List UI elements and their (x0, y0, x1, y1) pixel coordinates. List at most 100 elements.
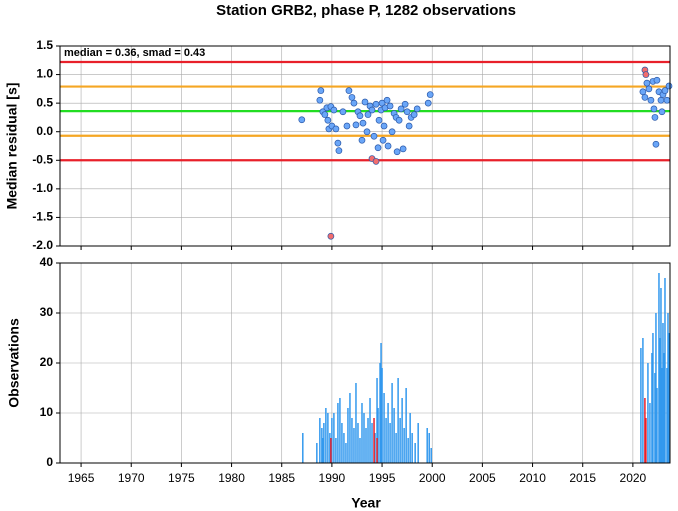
data-point (388, 128, 396, 136)
data-point (317, 87, 325, 94)
bar (397, 378, 399, 463)
data-point (330, 106, 338, 114)
data-point (350, 99, 358, 107)
bar (323, 423, 325, 463)
bar (647, 363, 649, 463)
data-point (316, 96, 324, 104)
bar (391, 383, 393, 463)
data-point (368, 106, 376, 114)
data-point (642, 71, 650, 78)
bar (668, 333, 670, 463)
bar (417, 423, 419, 463)
bar (321, 428, 323, 463)
bar (341, 423, 343, 463)
bar (659, 338, 661, 463)
y-tick-label: -0.5 (32, 152, 53, 166)
y-tick-label: 1.0 (36, 67, 53, 81)
data-point (334, 139, 342, 147)
data-point (370, 132, 378, 140)
data-point (665, 82, 673, 90)
x-tick-label: 1965 (68, 471, 95, 485)
bar (379, 363, 381, 463)
data-point (663, 96, 671, 104)
annotation: median = 0.36, smad = 0.43 (64, 47, 205, 59)
data-point (405, 122, 413, 130)
bar (369, 398, 371, 463)
bar (395, 433, 397, 463)
bar (335, 438, 337, 463)
bar (393, 408, 395, 463)
bar (401, 398, 403, 463)
x-tick-label: 1970 (118, 471, 145, 485)
bar (387, 403, 389, 463)
bar (361, 403, 363, 463)
data-point (298, 116, 306, 124)
data-point (374, 144, 382, 152)
x-tick-label: 2010 (519, 471, 546, 485)
bar (351, 418, 353, 463)
y-tick-label: 10 (40, 405, 54, 419)
data-point (372, 100, 380, 108)
y-axis-label: Observations (6, 318, 22, 408)
bar (399, 418, 401, 463)
bar (359, 438, 361, 463)
data-point (639, 88, 647, 96)
bar (339, 398, 341, 463)
bar (331, 418, 333, 463)
x-tick-label: 1975 (168, 471, 195, 485)
x-tick-label: 1980 (218, 471, 245, 485)
bar (302, 433, 304, 463)
data-point (343, 122, 351, 130)
y-tick-label: 30 (40, 305, 54, 319)
y-axis-label: Median residual [s] (4, 83, 20, 210)
y-tick-label: 40 (40, 255, 54, 269)
bar (640, 348, 642, 463)
bar (355, 383, 357, 463)
bar (337, 403, 339, 463)
x-tick-label: 2000 (419, 471, 446, 485)
bar (374, 433, 376, 463)
data-point (356, 112, 364, 120)
y-tick-label: 20 (40, 355, 54, 369)
bar (322, 438, 324, 463)
bar (661, 368, 663, 463)
data-point (358, 136, 366, 144)
x-tick-label: 1990 (319, 471, 346, 485)
bar (426, 428, 428, 463)
bar (329, 433, 331, 463)
bar (333, 413, 335, 463)
data-point (410, 111, 418, 118)
bar (319, 418, 321, 463)
data-point (393, 148, 401, 156)
x-tick-label: 2020 (620, 471, 647, 485)
y-tick-label: 1.5 (36, 38, 53, 52)
bar (405, 388, 407, 463)
data-point (652, 140, 660, 148)
data-point (335, 147, 343, 154)
x-tick-label: 2005 (469, 471, 496, 485)
bar (343, 433, 345, 463)
bar (367, 418, 369, 463)
data-point (641, 94, 649, 101)
bar (642, 338, 644, 463)
bar (327, 413, 329, 463)
data-point (384, 142, 392, 150)
bar (347, 408, 349, 463)
x-tick-label: 1995 (369, 471, 396, 485)
y-tick-label: -1.0 (32, 181, 53, 195)
x-tick-label: 1985 (268, 471, 295, 485)
bar (381, 368, 383, 463)
data-point (645, 85, 653, 93)
data-point (397, 105, 405, 113)
bar (414, 443, 416, 463)
data-point (386, 102, 394, 110)
bar (365, 428, 367, 463)
bar (430, 448, 432, 463)
bar (376, 378, 378, 463)
bar (385, 418, 387, 463)
bar (651, 353, 653, 463)
bar (655, 313, 657, 463)
plot-frame (59, 45, 671, 247)
data-point (651, 114, 659, 121)
x-tick-label: 2015 (569, 471, 596, 485)
